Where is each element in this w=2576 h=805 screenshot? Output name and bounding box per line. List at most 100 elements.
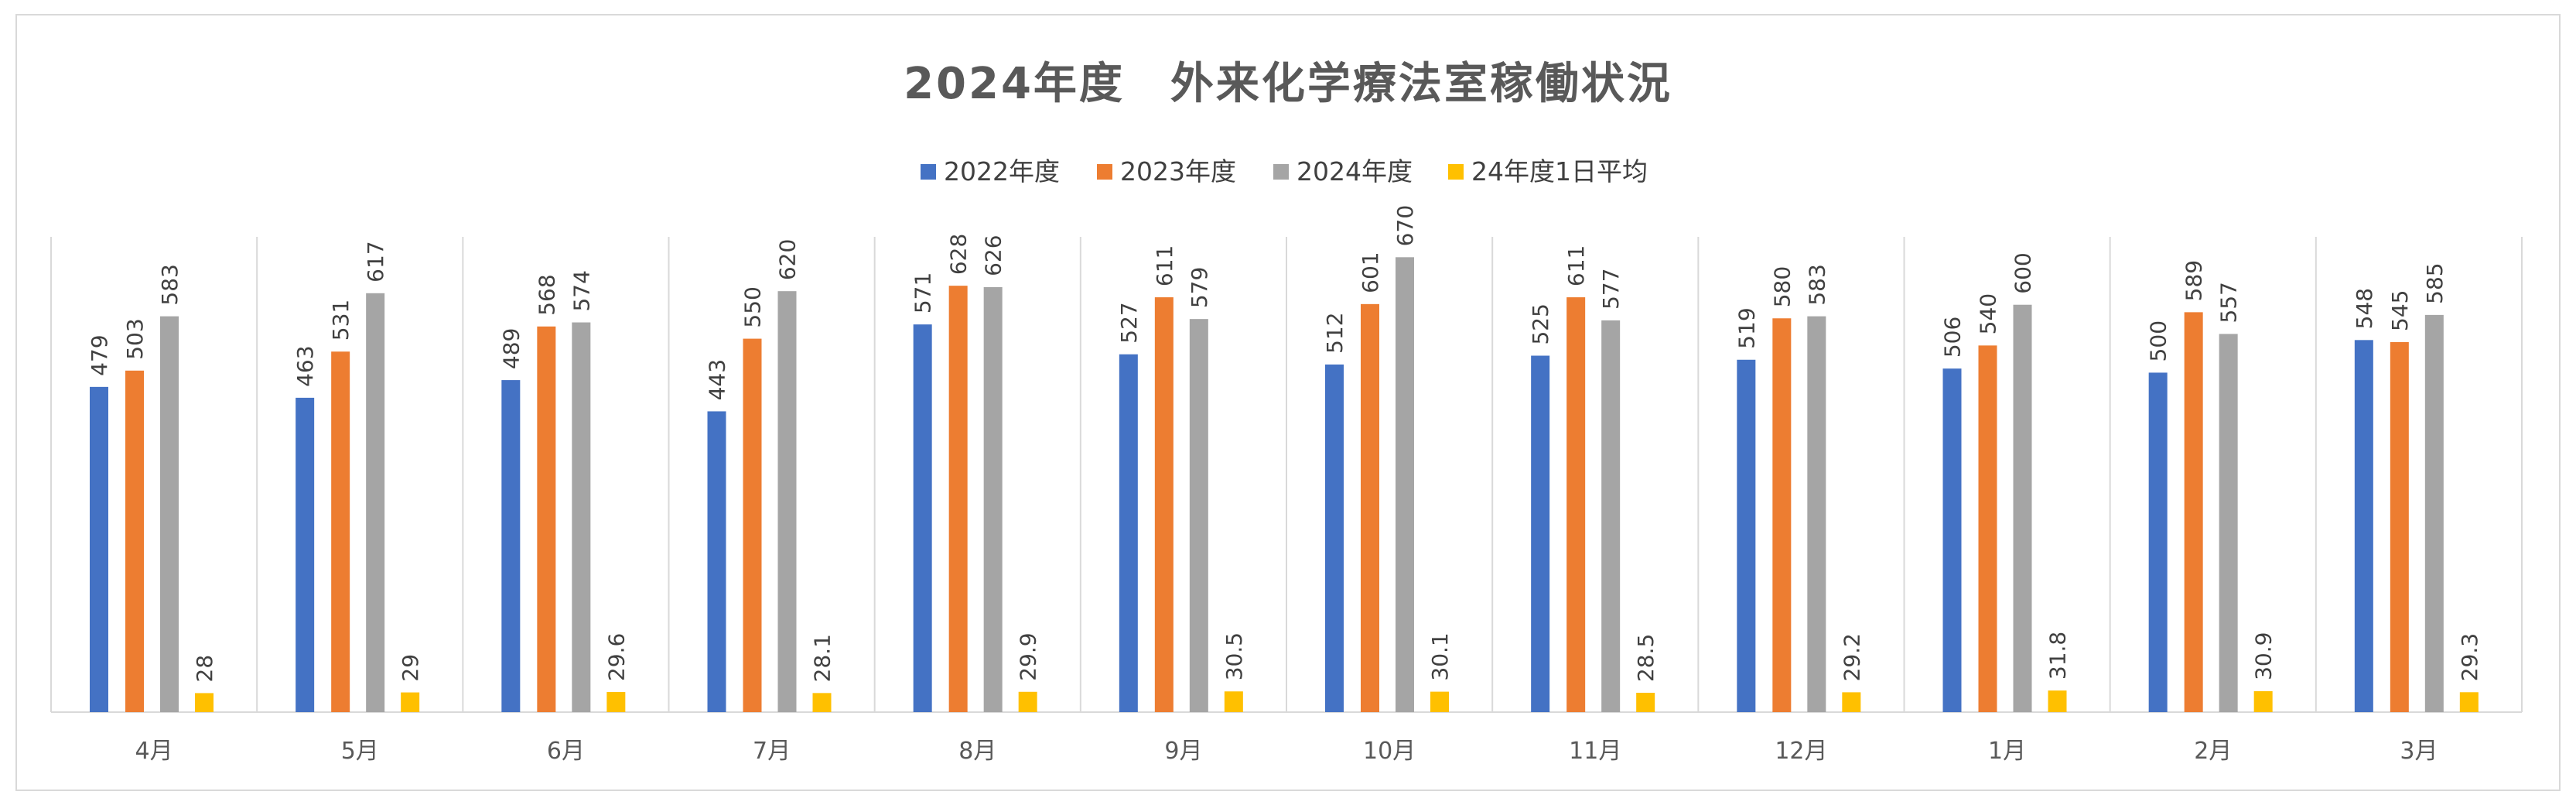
legend-label: 2024年度 xyxy=(1297,156,1413,187)
chart-title: 2024年度 外来化学療法室稼働状況 xyxy=(904,59,1672,109)
bar xyxy=(913,324,932,712)
bar xyxy=(948,286,968,712)
bar xyxy=(983,286,1003,712)
bar xyxy=(2390,341,2409,712)
bar xyxy=(1601,320,1621,712)
data-label: 30.9 xyxy=(2251,632,2277,680)
data-label: 611 xyxy=(1563,245,1589,286)
legend-label: 24年度1日平均 xyxy=(1471,156,1648,187)
bar xyxy=(812,693,832,712)
data-label: 628 xyxy=(946,234,972,275)
x-tick-label: 12月 xyxy=(1775,738,1827,765)
data-label: 31.8 xyxy=(2045,632,2071,680)
x-tick-label: 10月 xyxy=(1363,738,1416,765)
bar xyxy=(1396,257,1414,712)
data-label: 600 xyxy=(2011,252,2036,293)
bar xyxy=(777,291,797,713)
x-tick-label: 2月 xyxy=(2194,738,2232,765)
bar xyxy=(90,386,108,712)
bar xyxy=(537,326,556,712)
x-tick-label: 11月 xyxy=(1569,738,1621,765)
data-label: 531 xyxy=(328,300,354,341)
data-label: 583 xyxy=(157,264,183,305)
data-label: 519 xyxy=(1734,307,1759,348)
bar xyxy=(1636,693,1655,712)
x-axis-ticks: 4月 5月 6月 7月 8月 9月 10月 11月 12月 1月 2月 3月 xyxy=(135,738,2438,765)
legend-label: 2022年度 xyxy=(944,156,1060,187)
bar xyxy=(2424,314,2444,712)
data-label: 443 xyxy=(705,359,730,400)
legend-swatch xyxy=(1273,164,1289,180)
bar xyxy=(1154,297,1174,713)
bar xyxy=(1224,691,1243,712)
bar xyxy=(1531,355,1550,712)
bar xyxy=(1772,318,1792,712)
bars xyxy=(90,257,2479,713)
x-tick-label: 6月 xyxy=(547,738,585,765)
bar xyxy=(2184,312,2203,712)
bar xyxy=(2048,690,2067,712)
bar xyxy=(160,316,179,712)
data-label: 585 xyxy=(2422,262,2448,303)
data-label: 500 xyxy=(2146,320,2171,361)
data-label: 506 xyxy=(1940,317,1966,358)
data-label: 670 xyxy=(1392,205,1418,246)
legend-swatch xyxy=(921,164,936,180)
data-label: 28.1 xyxy=(810,634,835,682)
data-label: 540 xyxy=(1976,293,2001,334)
data-label: 580 xyxy=(1769,266,1795,307)
data-label: 545 xyxy=(2387,290,2413,331)
data-label: 548 xyxy=(2352,288,2377,329)
data-label: 28 xyxy=(192,655,217,683)
bar xyxy=(296,397,315,712)
bar xyxy=(2253,690,2273,712)
bar xyxy=(1119,354,1138,712)
data-label: 463 xyxy=(292,345,318,386)
data-label: 525 xyxy=(1528,303,1553,344)
data-label: 29.2 xyxy=(1839,633,1864,681)
data-label: 620 xyxy=(775,239,801,280)
data-label: 571 xyxy=(910,272,936,313)
bar xyxy=(331,351,350,712)
bar xyxy=(707,411,726,712)
bar xyxy=(501,380,521,712)
x-tick-label: 3月 xyxy=(2400,738,2438,765)
data-labels: 479 503 583 28 463 531 617 29 489 568 574 29.6 443 55… xyxy=(87,205,2482,683)
x-tick-label: 7月 xyxy=(753,738,791,765)
data-label: 568 xyxy=(534,274,559,315)
data-label: 574 xyxy=(569,270,594,311)
data-label: 30.1 xyxy=(1427,632,1453,680)
data-label: 550 xyxy=(740,286,766,327)
bar xyxy=(1737,359,1756,712)
bar xyxy=(1807,316,1826,712)
bar xyxy=(2148,372,2168,712)
bar xyxy=(1978,345,1997,712)
bar xyxy=(1430,691,1449,712)
x-tick-label: 8月 xyxy=(958,738,996,765)
bar xyxy=(2459,692,2479,712)
data-label: 611 xyxy=(1152,245,1177,286)
bar xyxy=(125,370,144,712)
data-label: 527 xyxy=(1116,302,1142,343)
x-tick-label: 9月 xyxy=(1164,738,1202,765)
bar xyxy=(1942,368,1962,712)
category-gridlines xyxy=(50,237,2523,713)
data-label: 626 xyxy=(981,235,1006,276)
data-label: 503 xyxy=(122,318,148,359)
bar xyxy=(1566,297,1586,713)
data-label: 489 xyxy=(498,328,524,369)
bar xyxy=(195,693,214,712)
data-label: 29.9 xyxy=(1016,632,1041,680)
data-label: 29 xyxy=(398,654,423,682)
data-label: 589 xyxy=(2181,260,2207,301)
bar xyxy=(743,338,762,712)
data-label: 577 xyxy=(1598,268,1624,309)
legend-swatch xyxy=(1448,164,1464,180)
bar xyxy=(1189,319,1208,712)
legend-swatch xyxy=(1097,164,1112,180)
data-label: 30.5 xyxy=(1221,632,1247,680)
bar xyxy=(401,692,420,712)
bar xyxy=(572,322,591,712)
data-label: 557 xyxy=(2216,282,2242,323)
data-label: 28.5 xyxy=(1633,634,1659,682)
